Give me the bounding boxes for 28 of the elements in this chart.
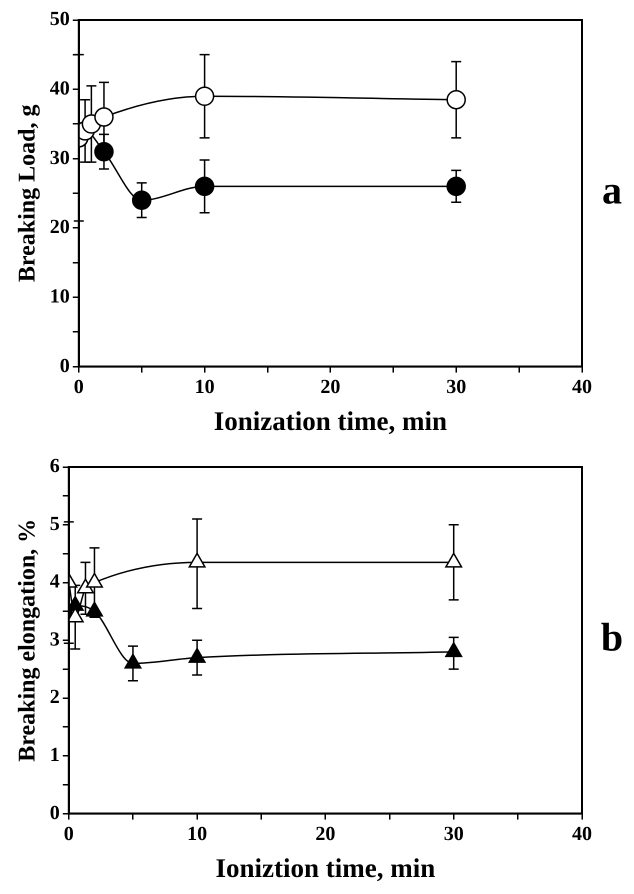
x-tick-label: 10 (194, 376, 215, 398)
x-tick-label: 30 (446, 376, 466, 398)
y-tick-label: 3 (50, 628, 60, 650)
y-tick-label: 50 (50, 8, 70, 30)
y-tick-label: 1 (50, 744, 60, 766)
y-tick-label: 40 (50, 77, 70, 100)
y-tick-label: 6 (50, 455, 60, 478)
y-axis-title: Breaking elongation, % (14, 518, 41, 762)
x-tick-label: 30 (444, 822, 464, 845)
y-tick-label: 5 (50, 512, 60, 535)
y-tick-label: 20 (50, 216, 70, 238)
y-tick-label: 0 (50, 802, 60, 824)
x-tick-label: 0 (74, 376, 84, 398)
x-tick-label: 20 (315, 822, 336, 845)
y-tick-label: 30 (50, 146, 70, 169)
y-tick-label: 2 (50, 686, 60, 708)
x-tick-label: 20 (320, 376, 340, 398)
text: a (602, 168, 622, 213)
x-tick-label: 40 (572, 376, 592, 398)
x-axis-title: Ionization time, min (214, 406, 448, 436)
y-tick-label: 10 (50, 285, 70, 308)
y-axis-title: Breaking Load, g (14, 104, 41, 282)
text: b (600, 614, 624, 660)
x-axis-title: Ioniztion time, min (216, 852, 436, 883)
x-tick-label: 40 (572, 822, 592, 845)
y-tick-label: 4 (50, 570, 60, 593)
y-tick-label: 0 (60, 354, 70, 377)
x-tick-label: 10 (187, 822, 208, 845)
